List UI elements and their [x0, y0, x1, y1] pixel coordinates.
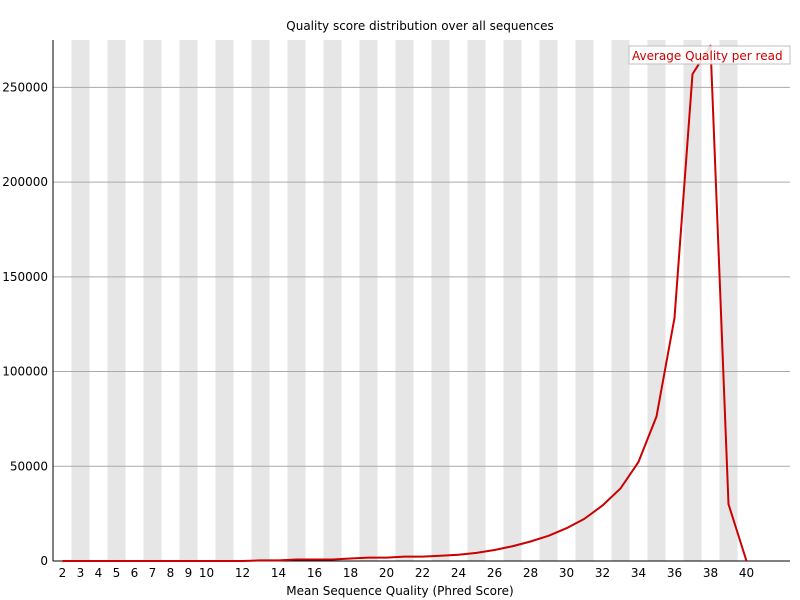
data-point [403, 555, 406, 558]
data-point [583, 517, 586, 520]
x-tick-label: 16 [307, 566, 322, 580]
data-point [97, 560, 100, 562]
data-point [565, 527, 568, 530]
x-tick-label: 12 [235, 566, 250, 580]
background-bands [71, 40, 738, 561]
data-point [493, 549, 496, 551]
background-band [71, 40, 90, 561]
x-tick-label: 30 [559, 566, 574, 580]
background-band [539, 40, 558, 561]
data-point [205, 560, 208, 562]
x-tick-label: 14 [271, 566, 286, 580]
background-band [503, 40, 522, 561]
x-tick-label: 20 [379, 566, 394, 580]
series-lines [61, 44, 748, 562]
data-point [313, 558, 316, 561]
data-point [169, 560, 172, 562]
data-point [601, 504, 604, 507]
legend: Average Quality per read [628, 45, 791, 65]
data-point [277, 559, 280, 562]
x-tick-label: 38 [703, 566, 718, 580]
y-tick-label: 200000 [2, 175, 48, 189]
data-point [655, 415, 658, 418]
y-tick-labels: 0 50000 100000 150000 200000 250000 [2, 80, 48, 568]
background-band [179, 40, 198, 561]
x-axis-label: Mean Sequence Quality (Phred Score) [286, 584, 514, 598]
background-band [215, 40, 234, 561]
background-band [287, 40, 306, 561]
data-point [673, 317, 676, 319]
background-band [467, 40, 486, 561]
x-tick-label: 18 [343, 566, 358, 580]
x-tick-label: 22 [415, 566, 430, 580]
data-point [727, 503, 730, 505]
x-tick-label: 7 [149, 566, 157, 580]
x-tick-label: 2 [59, 566, 67, 580]
x-tick-label: 3 [77, 566, 85, 580]
background-band [251, 40, 270, 561]
x-tick-label: 36 [667, 566, 682, 580]
x-tick-labels: 2 3 4 5 6 7 8 9 10 12 14 16 18 20 22 24 26 28 30 32 34 36 38 40 [59, 566, 754, 580]
data-point [457, 553, 460, 556]
y-gridlines [53, 86, 790, 467]
data-point [691, 73, 694, 75]
x-tick-label: 9 [185, 566, 193, 580]
y-tick-label: 150000 [2, 270, 48, 284]
data-point [745, 560, 748, 562]
data-point [187, 560, 190, 562]
axes [52, 40, 790, 562]
legend-item-label: Average Quality per read [632, 49, 783, 63]
x-tick-label: 40 [739, 566, 754, 580]
background-band [395, 40, 414, 561]
background-band [359, 40, 378, 561]
data-point [115, 560, 118, 562]
data-point [475, 552, 478, 554]
data-point [61, 560, 64, 562]
chart-title: Quality score distribution over all sequ… [286, 19, 553, 33]
data-point [295, 558, 298, 561]
x-tick-label: 6 [131, 566, 139, 580]
background-band [575, 40, 594, 561]
y-tick-label: 250000 [2, 80, 48, 94]
background-band [647, 40, 666, 561]
x-tick-label: 4 [95, 566, 103, 580]
data-point [421, 555, 424, 558]
background-band [323, 40, 342, 561]
y-tick-label: 0 [40, 554, 48, 568]
data-point [619, 487, 622, 490]
x-tick-label: 26 [487, 566, 502, 580]
background-band [143, 40, 162, 561]
legend-box [628, 45, 791, 65]
x-tick-label: 34 [631, 566, 646, 580]
y-tick-label: 50000 [10, 459, 48, 473]
data-point [223, 560, 226, 562]
x-tick-label: 24 [451, 566, 466, 580]
background-band [719, 40, 738, 561]
x-tick-label: 8 [167, 566, 175, 580]
y-tick-label: 100000 [2, 365, 48, 379]
data-point [259, 559, 262, 562]
data-point [133, 560, 136, 562]
data-point [385, 556, 388, 559]
data-point [241, 560, 244, 562]
data-point [547, 535, 550, 537]
background-band [611, 40, 630, 561]
background-band [431, 40, 450, 561]
data-point [637, 461, 640, 463]
x-tick-label: 5 [113, 566, 121, 580]
data-point [529, 540, 532, 543]
data-point [349, 557, 352, 560]
background-band [683, 40, 702, 561]
x-tick-label: 32 [595, 566, 610, 580]
background-band [107, 40, 126, 561]
data-point [151, 560, 154, 562]
x-tick-label: 28 [523, 566, 538, 580]
x-tick-label: 10 [199, 566, 214, 580]
data-point [439, 554, 442, 557]
data-point [331, 558, 334, 561]
data-point [79, 560, 82, 562]
data-point [367, 556, 370, 559]
data-point [511, 545, 514, 548]
